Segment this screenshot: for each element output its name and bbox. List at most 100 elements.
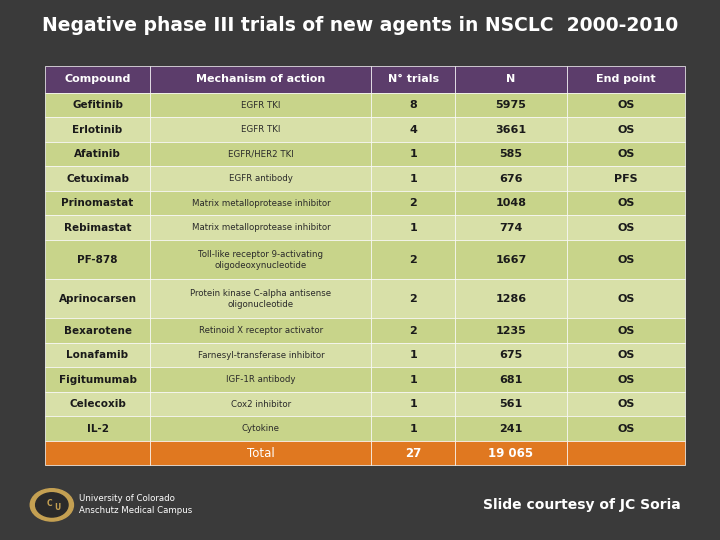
- Bar: [372, 166, 455, 191]
- Bar: [150, 117, 372, 142]
- Text: OS: OS: [618, 294, 635, 304]
- Text: OS: OS: [618, 198, 635, 208]
- Text: 1: 1: [409, 424, 417, 434]
- Bar: [372, 416, 455, 441]
- Text: OS: OS: [618, 125, 635, 134]
- Bar: [567, 367, 685, 392]
- Text: 1: 1: [409, 350, 417, 360]
- Bar: [150, 319, 372, 343]
- Text: Compound: Compound: [64, 75, 131, 84]
- Bar: [455, 441, 567, 465]
- Text: 1: 1: [409, 149, 417, 159]
- Bar: [372, 367, 455, 392]
- Circle shape: [36, 492, 68, 517]
- Bar: [150, 66, 372, 93]
- Bar: [372, 240, 455, 279]
- Bar: [45, 319, 150, 343]
- Text: OS: OS: [618, 149, 635, 159]
- Bar: [45, 392, 150, 416]
- Text: 2: 2: [409, 254, 417, 265]
- Bar: [45, 367, 150, 392]
- Text: OS: OS: [618, 326, 635, 336]
- Bar: [455, 166, 567, 191]
- Bar: [567, 240, 685, 279]
- Text: 4: 4: [409, 125, 417, 134]
- Text: End point: End point: [596, 75, 656, 84]
- Text: 585: 585: [500, 149, 522, 159]
- Text: EGFR/HER2 TKI: EGFR/HER2 TKI: [228, 150, 294, 159]
- Bar: [455, 66, 567, 93]
- Text: C: C: [47, 500, 53, 508]
- Text: 27: 27: [405, 447, 421, 460]
- Text: 1: 1: [409, 399, 417, 409]
- Bar: [567, 319, 685, 343]
- Text: 561: 561: [499, 399, 523, 409]
- Text: 19 065: 19 065: [488, 447, 534, 460]
- Bar: [45, 191, 150, 215]
- Bar: [567, 66, 685, 93]
- Bar: [455, 343, 567, 367]
- Text: 681: 681: [499, 375, 523, 384]
- Text: Toll-like receptor 9-activating
oligodeoxynucleotide: Toll-like receptor 9-activating oligodeo…: [199, 249, 323, 269]
- Text: University of Colorado: University of Colorado: [79, 494, 175, 503]
- Text: 675: 675: [499, 350, 523, 360]
- Text: Mechanism of action: Mechanism of action: [197, 75, 325, 84]
- Bar: [45, 142, 150, 166]
- Bar: [372, 215, 455, 240]
- Bar: [455, 240, 567, 279]
- Text: 241: 241: [499, 424, 523, 434]
- Text: OS: OS: [618, 350, 635, 360]
- Bar: [45, 117, 150, 142]
- Bar: [372, 117, 455, 142]
- Text: Aprinocarsen: Aprinocarsen: [58, 294, 137, 304]
- Bar: [455, 117, 567, 142]
- Bar: [45, 215, 150, 240]
- Bar: [372, 66, 455, 93]
- Bar: [150, 166, 372, 191]
- Bar: [45, 240, 150, 279]
- Bar: [150, 240, 372, 279]
- Text: OS: OS: [618, 375, 635, 384]
- Bar: [372, 441, 455, 465]
- Text: OS: OS: [618, 222, 635, 233]
- Bar: [567, 441, 685, 465]
- Bar: [567, 93, 685, 117]
- Bar: [567, 117, 685, 142]
- Text: 1286: 1286: [495, 294, 526, 304]
- Text: Protein kinase C-alpha antisense
oligonucleotide: Protein kinase C-alpha antisense oligonu…: [190, 289, 331, 309]
- Bar: [372, 392, 455, 416]
- Text: PF-878: PF-878: [77, 254, 118, 265]
- Text: Rebimastat: Rebimastat: [64, 222, 131, 233]
- Bar: [567, 191, 685, 215]
- Text: PFS: PFS: [614, 174, 638, 184]
- Bar: [372, 343, 455, 367]
- Bar: [567, 392, 685, 416]
- Text: OS: OS: [618, 424, 635, 434]
- Text: N: N: [506, 75, 516, 84]
- Text: Gefitinib: Gefitinib: [72, 100, 123, 110]
- Bar: [150, 343, 372, 367]
- Text: Bexarotene: Bexarotene: [63, 326, 132, 336]
- Bar: [150, 416, 372, 441]
- Text: Cytokine: Cytokine: [242, 424, 280, 433]
- Text: Anschutz Medical Campus: Anschutz Medical Campus: [79, 506, 192, 515]
- Text: Matrix metalloprotease inhibitor: Matrix metalloprotease inhibitor: [192, 223, 330, 232]
- Bar: [455, 367, 567, 392]
- Text: Figitumumab: Figitumumab: [58, 375, 137, 384]
- Text: 2: 2: [409, 294, 417, 304]
- Text: Prinomastat: Prinomastat: [61, 198, 134, 208]
- Bar: [372, 142, 455, 166]
- Text: IL-2: IL-2: [86, 424, 109, 434]
- Text: 2: 2: [409, 198, 417, 208]
- Text: Matrix metalloprotease inhibitor: Matrix metalloprotease inhibitor: [192, 199, 330, 208]
- Bar: [150, 392, 372, 416]
- Text: Lonafamib: Lonafamib: [66, 350, 129, 360]
- Bar: [150, 191, 372, 215]
- Text: 3661: 3661: [495, 125, 526, 134]
- Text: Negative phase III trials of new agents in NSCLC  2000-2010: Negative phase III trials of new agents …: [42, 16, 678, 36]
- Bar: [150, 142, 372, 166]
- Text: 1048: 1048: [495, 198, 526, 208]
- Bar: [45, 279, 150, 319]
- Text: Slide courtesy of JC Soria: Slide courtesy of JC Soria: [482, 498, 680, 512]
- Bar: [567, 416, 685, 441]
